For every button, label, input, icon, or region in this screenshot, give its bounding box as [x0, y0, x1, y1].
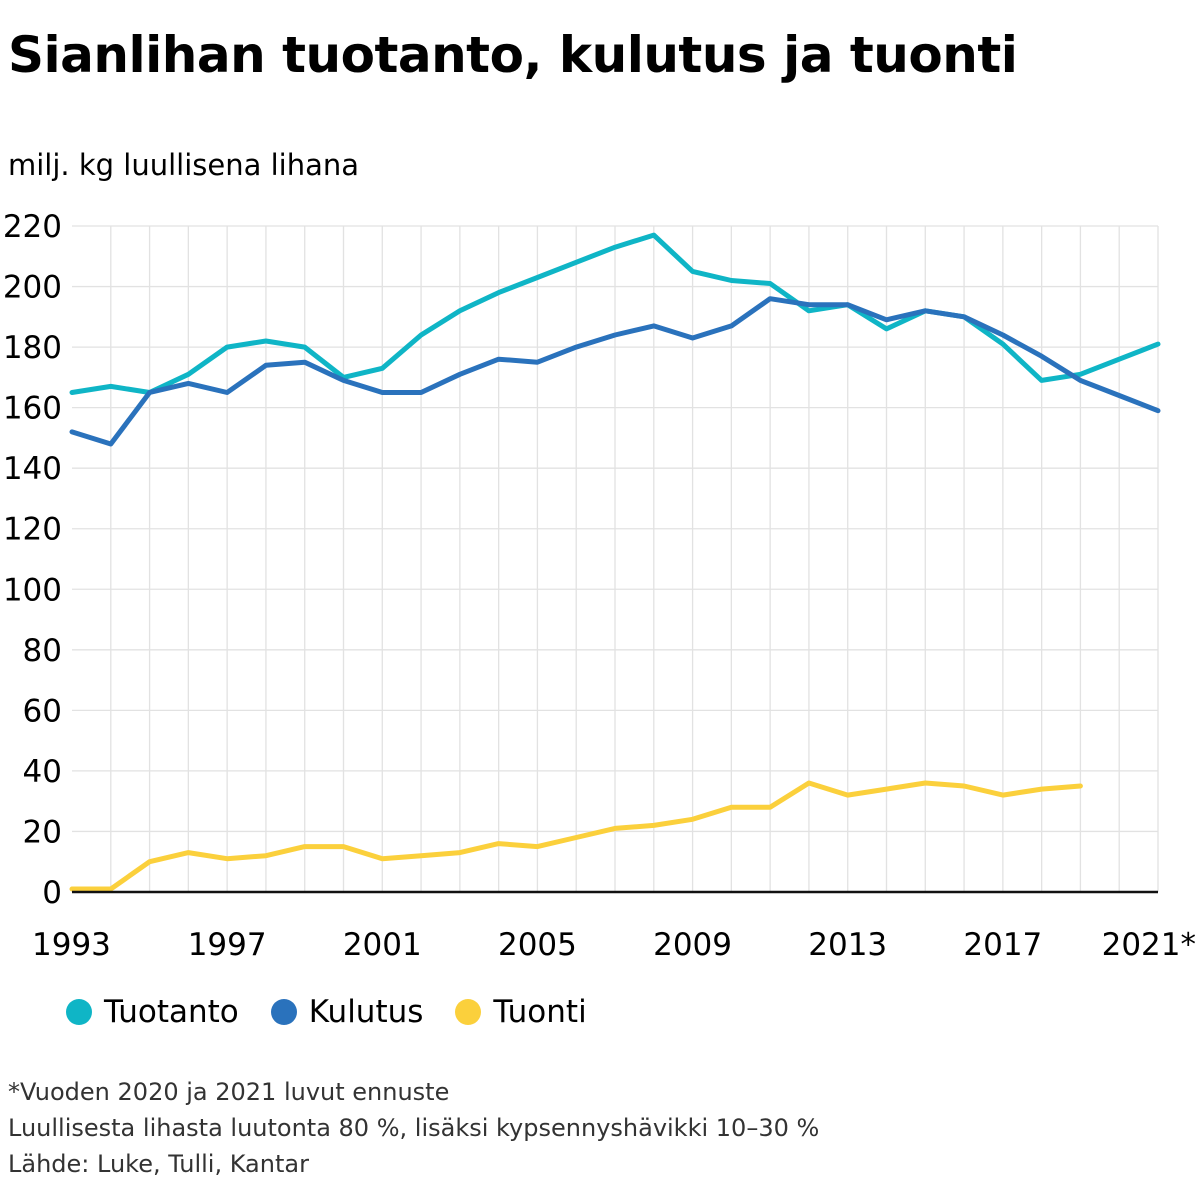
x-tick-label: 2009: [653, 927, 732, 963]
y-tick-label: 200: [3, 270, 62, 306]
footnote-forecast: *Vuoden 2020 ja 2021 luvut ennuste: [8, 1078, 450, 1106]
y-tick-label: 140: [3, 451, 62, 487]
x-tick-label: 1997: [188, 927, 267, 963]
y-tick-label: 0: [42, 875, 62, 911]
y-tick-label: 220: [3, 209, 62, 245]
y-tick-label: 120: [3, 512, 62, 548]
legend-swatch-tuotanto: [66, 999, 92, 1025]
series-line-tuotanto: [69, 232, 1161, 395]
legend-item-tuotanto: Tuotanto: [66, 994, 239, 1030]
legend-swatch-tuonti: [455, 999, 482, 1025]
y-tick-label: 180: [3, 330, 62, 366]
x-tick-label: 1993: [32, 927, 111, 963]
x-tick-label: 2013: [808, 927, 887, 963]
y-axis-label: milj. kg luullisena lihana: [8, 148, 360, 182]
chart-title: Sianlihan tuotanto, kulutus ja tuonti: [8, 26, 1018, 84]
y-tick-label: 160: [3, 391, 62, 427]
series-line-kulutus: [69, 296, 1161, 447]
series-line-tuonti: [69, 780, 1083, 892]
x-tick-labels: 1993 1997 2001 2005 2009 2013 2017 2021*: [32, 927, 1196, 963]
y-tick-label: 100: [3, 572, 62, 608]
footnotes: *Vuoden 2020 ja 2021 luvut ennuste Luull…: [8, 1074, 819, 1182]
legend-item-kulutus: Kulutus: [270, 994, 424, 1030]
gridlines: [72, 225, 1159, 892]
y-tick-label: 80: [23, 633, 62, 669]
line-chart: 0 20 40 60 80 100 120 140 160 180 200 220 1993 1997 2…: [3, 209, 1196, 963]
y-tick-label: 60: [23, 693, 62, 729]
y-tick-label: 20: [23, 814, 62, 850]
legend-label-kulutus: Kulutus: [308, 994, 424, 1030]
legend: Tuotanto Kulutus Tuonti: [66, 994, 619, 1030]
y-tick-labels: 0 20 40 60 80 100 120 140 160 180 200 220: [3, 209, 62, 911]
y-tick-label: 40: [23, 754, 62, 790]
footnote-source: Lähde: Luke, Tulli, Kantar: [8, 1150, 309, 1178]
series-lines: [69, 232, 1161, 892]
x-tick-label: 2017: [963, 927, 1042, 963]
x-tick-label: 2005: [498, 927, 577, 963]
legend-label-tuonti: Tuonti: [493, 994, 587, 1030]
footnote-conversion: Luullisesta lihasta luutonta 80 %, lisäk…: [8, 1114, 820, 1142]
legend-item-tuonti: Tuonti: [455, 994, 587, 1030]
x-tick-label: 2001: [343, 927, 422, 963]
legend-swatch-kulutus: [270, 999, 297, 1025]
x-tick-label: 2021*: [1102, 927, 1196, 963]
legend-label-tuotanto: Tuotanto: [104, 994, 239, 1030]
